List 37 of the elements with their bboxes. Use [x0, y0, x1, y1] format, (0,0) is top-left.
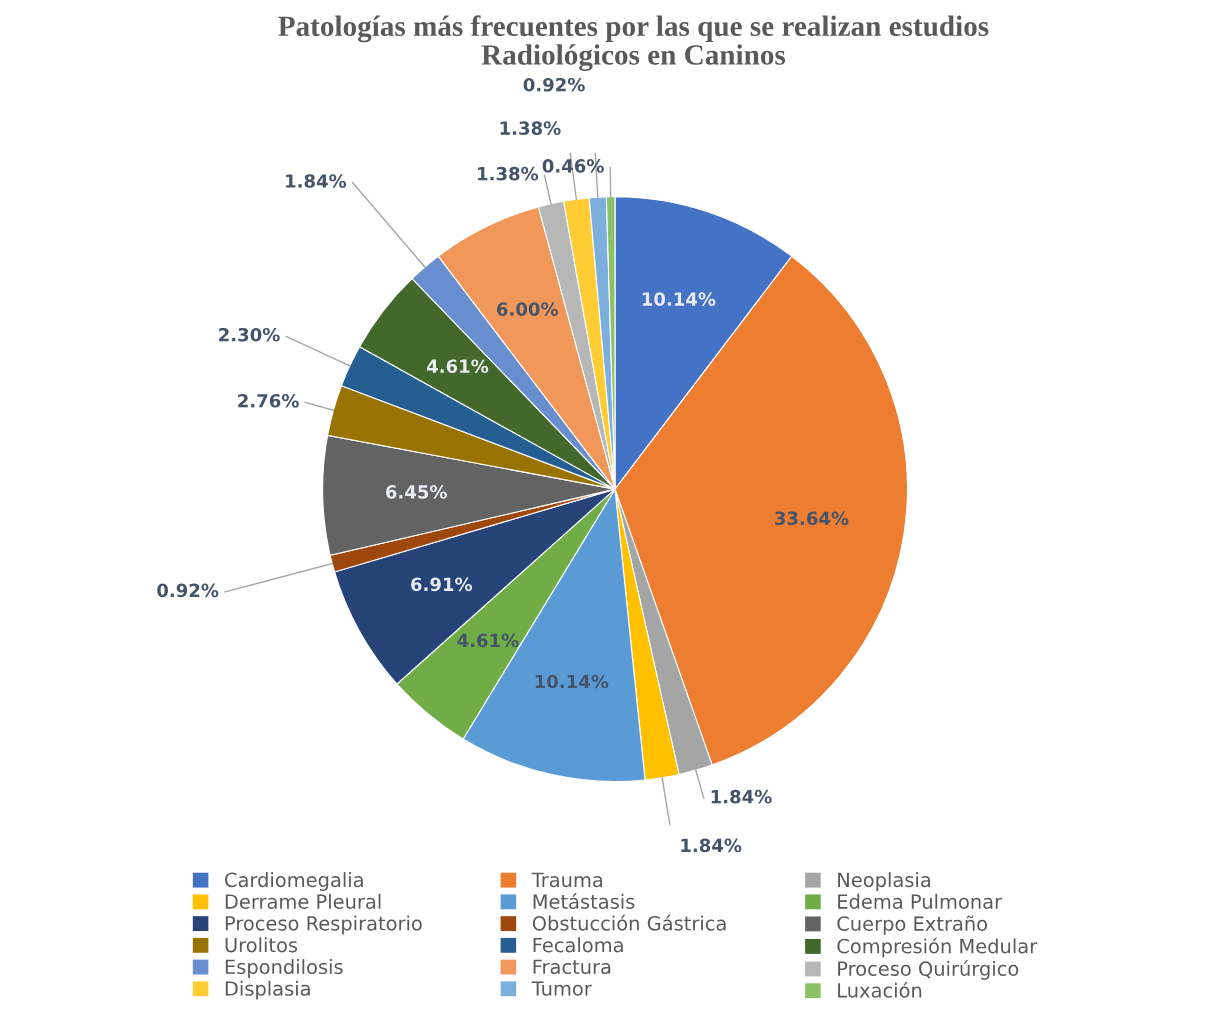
legend-label: Displasia [225, 980, 310, 1000]
legend-label: Fractura [533, 959, 611, 975]
legend-label: Compresión Medular [837, 937, 1038, 958]
data-label: 0.92% [157, 583, 219, 598]
data-label: 1.38% [500, 121, 561, 135]
legend-label: Derrame Pleural [225, 893, 381, 909]
data-label: 1.38% [478, 166, 539, 181]
data-label: 0.92% [523, 77, 585, 92]
data-label: 2.30% [219, 327, 280, 342]
legend-label: Proceso Respiratorio [225, 915, 422, 935]
legend-label: Obstucción Gástrica [532, 914, 726, 931]
data-label: 6.91% [411, 577, 473, 592]
data-label: 33.64% [775, 511, 849, 526]
data-label: 1.84% [286, 174, 347, 188]
legend-label: Metástasis [533, 893, 635, 909]
legend-label: Espondilosis [225, 959, 343, 978]
data-label: 4.61% [426, 359, 489, 374]
data-label: 1.84% [681, 838, 742, 853]
data-label: 6.45% [386, 485, 447, 499]
legend-label: Urolitos [225, 937, 298, 953]
legend-label: Cardiomegalia [225, 872, 363, 891]
data-label: 6.00% [497, 302, 558, 316]
legend-label: Neoplasia [838, 872, 930, 891]
legend-label: Trauma [531, 872, 603, 888]
chart-title: Patologías más frecuentes por las que se realizan estudios Radiológicos en Caninos [278, 15, 989, 71]
legend-label: Fecaloma [533, 937, 623, 953]
legend-label: Tumor [531, 981, 592, 996]
legend-label: Proceso Quirúrgico [838, 960, 1019, 980]
legend-label: Cuerpo Extraño [837, 915, 988, 935]
legend-label: Edema Pulmonar [838, 893, 1003, 909]
data-label: 0.46% [542, 159, 604, 173]
data-label: 10.14% [535, 674, 609, 689]
data-label: 10.14% [642, 292, 716, 306]
legend-label: Luxación [838, 981, 922, 998]
data-label: 2.76% [238, 393, 299, 408]
data-label: 4.61% [457, 633, 519, 648]
data-label: 1.84% [711, 789, 772, 804]
